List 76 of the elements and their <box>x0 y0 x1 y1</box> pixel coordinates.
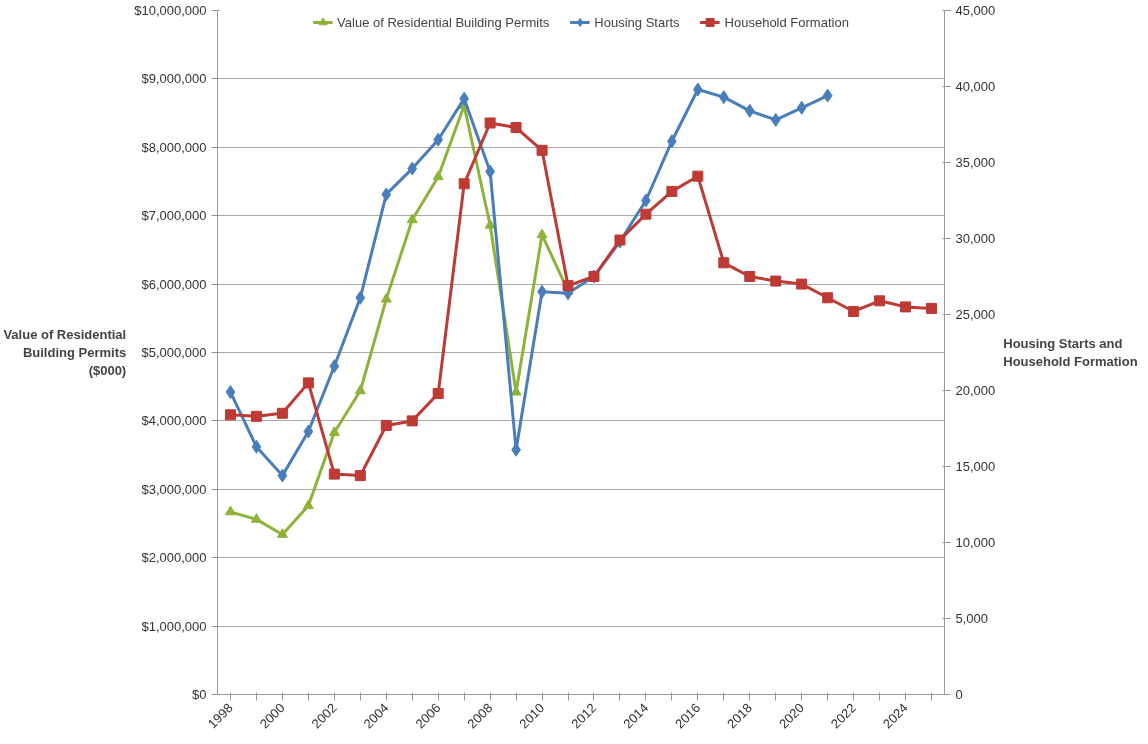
y-tick-label: $5,000,000 <box>141 345 207 360</box>
point <box>770 275 782 287</box>
point <box>822 88 833 103</box>
y-tick-label: $6,000,000 <box>141 276 207 292</box>
y2-tick-label: 10,000 <box>955 535 996 550</box>
point <box>484 117 496 129</box>
y2-tick-label: 0 <box>955 687 963 702</box>
point <box>224 409 236 421</box>
point <box>381 187 392 202</box>
point <box>796 278 808 290</box>
point <box>276 407 288 419</box>
point <box>432 388 444 400</box>
point <box>433 132 444 147</box>
y2-tick-label: 45,000 <box>955 3 996 18</box>
point <box>770 112 781 127</box>
y-axis-title: Value of Residential Building Permits ($000) <box>3 327 127 378</box>
y2-tick-label: 30,000 <box>955 231 996 246</box>
point <box>406 415 418 427</box>
point <box>432 170 444 181</box>
point <box>458 178 470 190</box>
point <box>354 470 366 482</box>
point <box>328 426 340 436</box>
y-tick-label: $1,000,000 <box>141 618 207 634</box>
point <box>536 144 548 156</box>
legend-label: Household Formation <box>724 14 849 30</box>
legend-label: Housing Starts <box>594 14 680 30</box>
point <box>744 103 755 118</box>
y-tick-label: $7,000,000 <box>141 208 207 224</box>
point <box>536 228 548 239</box>
point <box>562 280 574 292</box>
point <box>822 292 834 304</box>
point <box>510 122 522 134</box>
y2-tick-label: 15,000 <box>955 459 996 474</box>
point <box>796 100 807 115</box>
point <box>355 290 366 305</box>
point <box>224 505 236 516</box>
point <box>302 499 314 510</box>
point <box>303 424 314 439</box>
point <box>250 410 262 422</box>
point <box>251 439 262 454</box>
point <box>329 359 340 374</box>
y-tick-label: $8,000,000 <box>141 139 207 155</box>
point <box>407 161 418 176</box>
y2-axis-title: Housing Starts and Household Formation <box>1003 336 1138 369</box>
point <box>874 295 886 307</box>
y-tick-label: $9,000,000 <box>141 71 207 87</box>
y-tick-label: $3,000,000 <box>141 481 207 497</box>
point <box>666 185 678 197</box>
y2-tick-label: 25,000 <box>955 307 996 322</box>
point <box>640 208 652 220</box>
point <box>225 385 236 400</box>
point <box>848 305 860 317</box>
point <box>718 257 730 269</box>
point <box>380 292 392 303</box>
legend-label: Value of Residential Building Permits <box>337 14 550 30</box>
y2-tick-label: 35,000 <box>955 155 996 170</box>
y2-tick-label: 40,000 <box>955 79 996 94</box>
point <box>692 170 704 182</box>
point <box>302 377 314 389</box>
y-tick-label: $2,000,000 <box>141 550 207 566</box>
point <box>277 468 288 483</box>
point <box>354 384 366 395</box>
point <box>718 90 729 105</box>
point <box>380 419 392 431</box>
point <box>744 271 756 282</box>
point <box>926 302 938 314</box>
point <box>250 513 262 523</box>
y2-tick-label: 5,000 <box>955 611 989 626</box>
point <box>900 301 912 313</box>
y-tick-label: $4,000,000 <box>141 413 207 429</box>
y-tick-label: $0 <box>192 687 207 702</box>
y-tick-label: $10,000,000 <box>134 3 207 18</box>
point <box>406 213 418 224</box>
y2-tick-label: 20,000 <box>955 383 996 398</box>
point <box>276 528 288 538</box>
point <box>328 468 340 480</box>
